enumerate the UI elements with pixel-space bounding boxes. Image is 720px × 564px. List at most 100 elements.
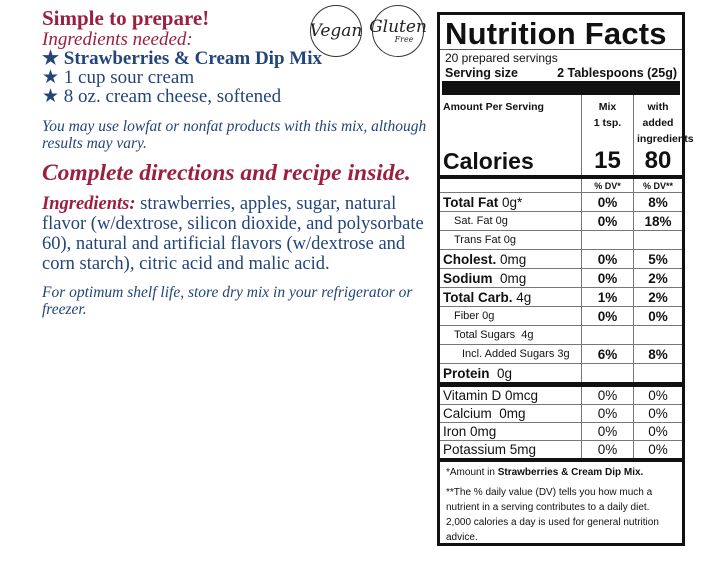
nutrient-name: Total Fat [443,194,499,210]
mix-column-header: Mix 1 tsp. [581,95,634,147]
nutrient-mix-dv [581,325,634,345]
nutrient-name: Sodium [443,270,493,286]
calories-row: Calories 15 80 [440,147,682,179]
nutrient-mix-dv: 6% [581,344,634,364]
vitamin-mix-dv: 0% [581,384,634,405]
added-header-line1: with added [642,101,674,129]
nutrient-added-dv [633,363,682,387]
nutrient-label: Protein 0g [440,363,582,387]
gluten-badge-label: Gluten [369,16,427,37]
needed-item-sour-cream: ★ 1 cup sour cream [42,67,195,88]
nutrient-name: Total Carb. [443,289,513,305]
nutrient-label: Cholest. 0mg [440,249,582,269]
needed-item-dip-mix: ★ Strawberries & Cream Dip Mix [42,48,322,69]
nutrient-added-dv [633,230,682,250]
nutrient-label: Total Carb. 4g [440,287,582,307]
servings-count: 20 prepared servings [445,51,558,65]
nutrition-facts-panel: Nutrition Facts 20 prepared servings Ser… [437,12,694,546]
nutrient-added-dv: 2% [633,268,682,288]
nutrient-added-dv [633,325,682,345]
serving-size-value: 2 Tablespoons (25g) [557,66,677,80]
vitamin-row-iron: Iron 0mg 0% 0% [440,422,682,441]
nutrient-added-dv: 0% [633,306,682,326]
vitamin-row-potassium: Potassium 5mg 0% 0% [440,440,682,462]
serving-size-row: Serving size 2 Tablespoons (25g) [440,65,682,81]
nutrient-name: Total Sugars 4g [440,325,582,345]
calories-mix: 15 [581,147,634,179]
nutrient-row-sat-fat: Sat. Fat 0g 0% 18% [440,211,682,231]
nutrient-amount: 4g [512,289,532,305]
vitamin-name: Vitamin D 0mcg [440,384,582,405]
nutrient-row-fiber: Fiber 0g 0% 0% [440,306,682,326]
calories-added: 80 [633,147,682,179]
vitamin-added-dv: 0% [633,440,682,462]
calories-label: Calories [440,147,582,179]
added-header-line2: ingredients [637,133,694,145]
nutrient-label: Total Fat 0g* [440,192,582,212]
prepare-heading: Simple to prepare! [42,6,210,30]
nutrient-mix-dv: 0% [581,268,634,288]
footnote-amount: *Amount in Strawberries & Cream Dip Mix. [440,462,682,479]
nutrient-amount: 0g* [498,194,523,210]
vitamin-name: Iron 0mg [440,422,582,441]
nutrient-row-total-carb: Total Carb. 4g 1% 2% [440,287,682,307]
gluten-free-badge-icon: Gluten Free [369,5,427,57]
storage-note: For optimum shelf life, store dry mix in… [42,284,413,318]
nutrient-row-sodium: Sodium 0mg 0% 2% [440,268,682,288]
amount-per-serving-label: Amount Per Serving [440,95,582,147]
vitamin-added-dv: 0% [633,404,682,423]
ingredients-label: Ingredients: [42,194,136,214]
nutrient-amount: 0g [489,365,513,381]
ingredients-paragraph: Ingredients: strawberries, apples, sugar… [42,194,437,274]
nutrient-row-total-sugars: Total Sugars 4g [440,325,682,345]
nutrient-row-total-fat: Total Fat 0g* 0% 8% [440,192,682,212]
thick-divider [442,81,680,95]
nutrient-mix-dv: 1% [581,287,634,307]
nutrient-added-dv: 5% [633,249,682,269]
vitamin-row-calcium: Calcium 0mg 0% 0% [440,404,682,423]
vitamin-name: Calcium 0mg [440,404,582,423]
dv-header-row: % DV* % DV** [440,177,682,193]
nutrient-mix-dv [581,230,634,250]
nutrient-row-protein: Protein 0g [440,363,682,387]
vegan-badge-label: Vegan [309,20,363,41]
nutrient-row-cholesterol: Cholest. 0mg 0% 5% [440,249,682,269]
nutrient-mix-dv: 0% [581,211,634,231]
needed-item-cream-cheese: ★ 8 oz. cream cheese, softened [42,86,282,107]
nutrient-mix-dv: 0% [581,306,634,326]
directions-heading: Complete directions and recipe inside. [42,160,411,186]
mix-header-line2: 1 tsp. [593,117,622,129]
product-info-panel: Simple to prepare! Ingredients needed: ★… [42,6,437,318]
dv-header-blank [440,177,582,193]
vitamin-name: Potassium 5mg [440,440,582,462]
footnote-daily-value: **The % daily value (DV) tells you how m… [446,487,659,543]
added-column-header: with added ingredients [634,95,694,147]
vitamin-mix-dv: 0% [581,440,634,462]
vitamin-row-vitamin-d: Vitamin D 0mcg 0% 0% [440,384,682,405]
nutrient-mix-dv [581,363,634,387]
nutrition-facts-title: Nutrition Facts [440,15,682,50]
nutrient-name: Cholest. [443,251,497,267]
column-header-row: Amount Per Serving Mix 1 tsp. with added i… [440,95,694,147]
nutrient-amount: 0mg [492,270,527,286]
vitamin-mix-dv: 0% [581,404,634,423]
footnote-amount-product: Strawberries & Cream Dip Mix. [497,467,644,478]
vitamin-mix-dv: 0% [581,422,634,441]
nutrient-name: Sat. Fat 0g [440,211,582,231]
vitamin-added-dv: 0% [633,384,682,405]
vegan-badge-icon: Vegan [310,5,362,57]
serving-size-label: Serving size [445,66,518,80]
lowfat-note: You may use lowfat or nonfat products wi… [42,118,427,152]
nutrient-name: Fiber 0g [440,306,582,326]
ingredients-needed-label: Ingredients needed: [42,29,193,50]
ingredients-text: strawberries, apples, sugar, natural fla… [42,194,424,274]
footnote-amount-prefix: *Amount in [446,467,498,478]
mix-header-line1: Mix [598,101,617,113]
nutrient-added-dv: 2% [633,287,682,307]
nutrient-added-dv: 18% [633,211,682,231]
nutrient-name: Protein [443,365,490,381]
nutrient-name: Trans Fat 0g [440,230,582,250]
nutrient-added-dv: 8% [633,344,682,364]
nutrient-name: Incl. Added Sugars 3g [440,344,582,364]
dv-added-header: % DV** [633,177,682,193]
